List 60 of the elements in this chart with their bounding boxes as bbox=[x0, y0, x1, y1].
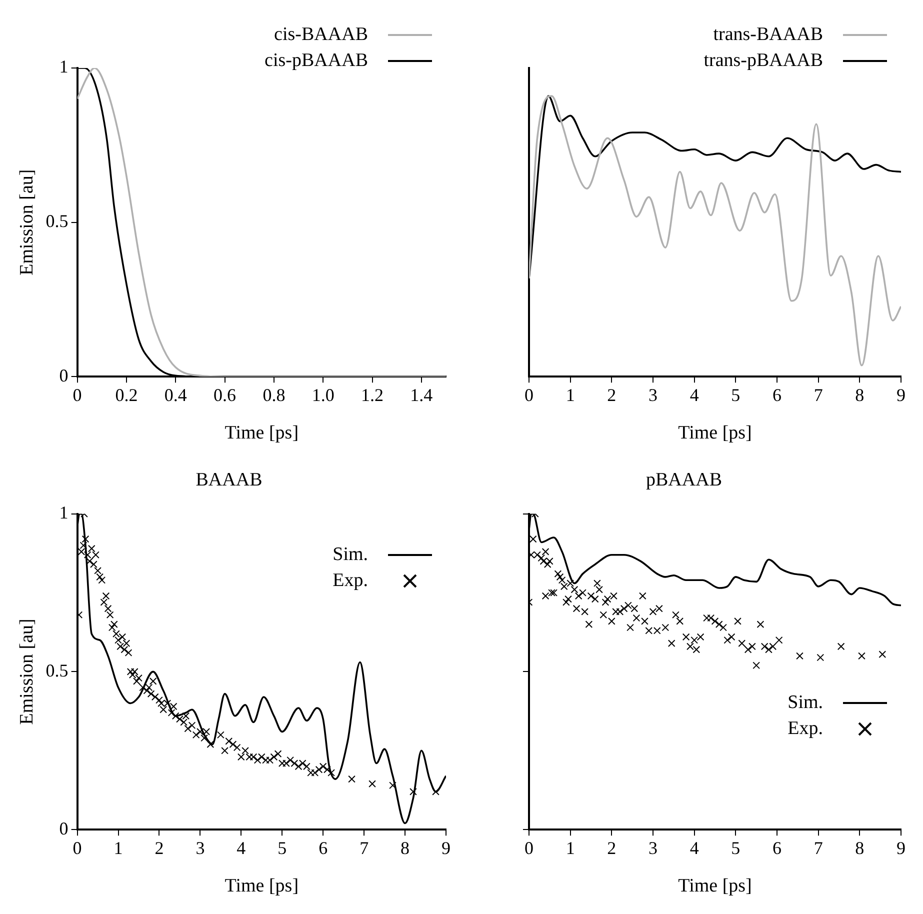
x-tick-label: 5 bbox=[731, 838, 740, 858]
x-tick-label: 1.4 bbox=[410, 385, 433, 406]
x-tick-label: 6 bbox=[318, 838, 328, 858]
legend-label: trans-pBAAAB bbox=[704, 49, 823, 73]
x-tick-label: 9 bbox=[896, 838, 906, 858]
x-axis-title: Time [ps] bbox=[678, 422, 752, 444]
x-tick-label: 5 bbox=[278, 838, 287, 858]
x-axis-title: Time [ps] bbox=[224, 876, 299, 897]
x-tick-label: 7 bbox=[360, 838, 369, 858]
y-tick-label: 1 bbox=[59, 56, 68, 77]
x-tick-label: 7 bbox=[814, 838, 823, 858]
y-tick-label: 0.5 bbox=[46, 211, 68, 232]
x-tick-label: 8 bbox=[855, 385, 864, 406]
x-tick-label: 2 bbox=[607, 385, 616, 406]
x-tick-label: 3 bbox=[648, 385, 658, 406]
x-tick-label: 9 bbox=[896, 385, 906, 406]
chart-title: pBAAAB bbox=[646, 469, 722, 490]
legend-label: Sim. bbox=[788, 690, 823, 715]
y-axis-title: Emission [au] bbox=[16, 169, 38, 276]
x-tick-label: 3 bbox=[196, 838, 205, 858]
y-tick-label: 0 bbox=[59, 365, 68, 386]
legend-label: Exp. bbox=[332, 568, 368, 593]
x-axis-title: Time [ps] bbox=[678, 876, 752, 897]
y-tick-label: 1 bbox=[59, 502, 68, 523]
x-tick-label: 0.8 bbox=[262, 385, 286, 406]
x-tick-label: 4 bbox=[690, 838, 699, 858]
x-tick-label: 1 bbox=[566, 838, 575, 858]
x-tick-label: 8 bbox=[400, 838, 410, 858]
x-tick-label: 1.2 bbox=[361, 385, 384, 406]
x-tick-label: 7 bbox=[814, 385, 823, 406]
x-tick-label: 1 bbox=[566, 385, 575, 406]
x-tick-label: 0 bbox=[72, 838, 82, 858]
legend-label: Sim. bbox=[332, 542, 368, 567]
x-tick-label: 0 bbox=[524, 385, 534, 406]
legend-label: cis-pBAAAB bbox=[264, 49, 368, 73]
x-axis-title: Time [ps] bbox=[224, 422, 299, 444]
x-tick-label: 6 bbox=[772, 838, 782, 858]
x-tick-label: 2 bbox=[154, 838, 164, 858]
x-tick-label: 0 bbox=[524, 838, 534, 858]
y-tick-label: 0 bbox=[59, 818, 68, 838]
x-tick-label: 0.4 bbox=[164, 385, 187, 406]
x-tick-label: 2 bbox=[607, 838, 616, 858]
x-tick-label: 0 bbox=[72, 385, 82, 406]
x-tick-label: 1.0 bbox=[312, 385, 334, 406]
x-tick-label: 8 bbox=[855, 838, 864, 858]
x-tick-label: 0.6 bbox=[214, 385, 236, 406]
x-tick-label: 0.2 bbox=[115, 385, 138, 406]
chart-title: BAAAB bbox=[196, 469, 262, 490]
x-tick-label: 6 bbox=[772, 385, 782, 406]
x-tick-label: 5 bbox=[731, 385, 740, 406]
legend-label: cis-BAAAB bbox=[274, 23, 368, 47]
x-tick-label: 4 bbox=[236, 838, 246, 858]
x-tick-label: 3 bbox=[648, 838, 658, 858]
legend-label: trans-BAAAB bbox=[713, 23, 823, 47]
y-axis-title: Emission [au] bbox=[16, 618, 38, 725]
x-tick-label: 1 bbox=[114, 838, 123, 858]
x-tick-label: 4 bbox=[690, 385, 699, 406]
x-tick-label: 9 bbox=[442, 838, 450, 858]
y-tick-label: 0.5 bbox=[46, 660, 68, 680]
legend-label: Exp. bbox=[788, 716, 823, 741]
